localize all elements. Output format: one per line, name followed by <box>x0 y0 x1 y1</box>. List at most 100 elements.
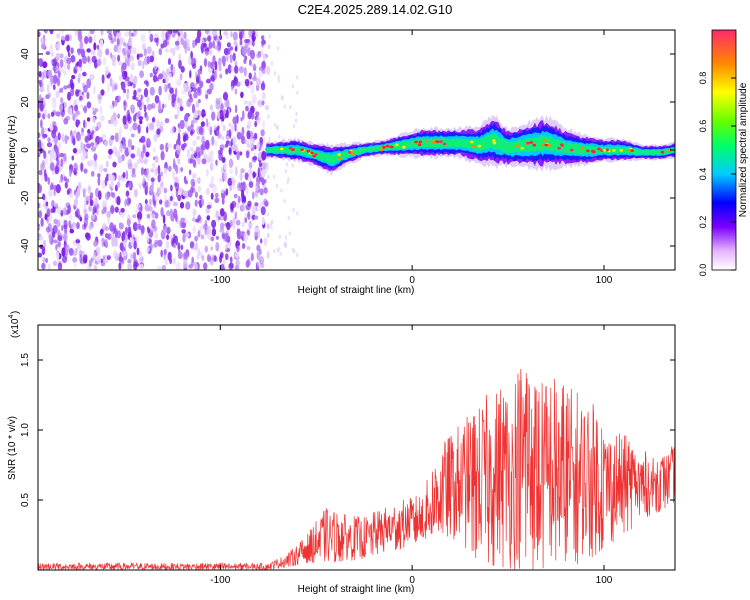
noise-speck <box>56 251 60 261</box>
noise-speck <box>201 113 205 118</box>
noise-speck <box>84 232 90 239</box>
noise-speck <box>137 225 143 230</box>
noise-speck <box>79 40 84 50</box>
noise-speck <box>38 152 41 158</box>
noise-speck <box>46 217 50 224</box>
noise-speck <box>246 130 251 140</box>
noise-speck <box>166 83 170 90</box>
noise-speck <box>57 262 63 270</box>
noise-speck <box>186 149 191 158</box>
noise-speck <box>53 239 58 244</box>
noise-speck <box>57 141 62 149</box>
noise-speck <box>44 30 48 35</box>
signal-hotspot <box>288 146 293 150</box>
noise-speck <box>254 202 259 207</box>
noise-speck <box>44 168 47 178</box>
noise-speck <box>244 78 250 87</box>
noise-speck <box>124 31 130 37</box>
noise-speck <box>218 215 221 221</box>
snr-xtick-label: 0 <box>409 575 415 586</box>
noise-speck <box>261 35 265 41</box>
noise-speck <box>270 225 273 230</box>
noise-speck <box>225 253 229 261</box>
snr-series <box>38 368 675 570</box>
noise-speck <box>241 126 245 136</box>
spectrogram-ylabel: Frequency (Hz) <box>7 116 18 185</box>
noise-speck <box>206 215 211 221</box>
noise-speck <box>73 130 77 136</box>
noise-speck <box>192 225 197 234</box>
noise-speck <box>146 213 151 219</box>
noise-speck <box>234 46 238 52</box>
noise-speck <box>122 172 126 179</box>
noise-speck <box>166 226 171 235</box>
noise-speck <box>40 71 45 81</box>
noise-speck <box>143 48 147 57</box>
noise-speck <box>184 219 189 224</box>
noise-speck <box>160 150 165 161</box>
noise-speck <box>252 191 255 200</box>
noise-speck <box>252 76 257 82</box>
noise-speck <box>234 252 240 259</box>
noise-speck <box>252 63 257 69</box>
noise-speck <box>49 234 52 245</box>
noise-speck <box>38 225 41 230</box>
noise-speck <box>248 161 253 169</box>
noise-speck <box>131 55 135 61</box>
noise-speck <box>91 55 97 64</box>
noise-speck <box>38 210 43 219</box>
noise-speck <box>172 201 178 207</box>
noise-speck <box>59 179 62 184</box>
signal-hotspot <box>543 139 547 143</box>
noise-speck <box>197 68 203 75</box>
noise-speck <box>45 51 51 56</box>
noise-speck <box>201 255 205 261</box>
noise-speck <box>107 216 111 225</box>
noise-speck <box>219 73 223 79</box>
noise-speck <box>122 50 127 56</box>
signal-hotspot <box>417 143 422 147</box>
noise-speck <box>134 262 140 268</box>
signal-hotspot <box>557 146 561 150</box>
noise-speck <box>161 103 165 110</box>
noise-speck <box>219 208 225 217</box>
noise-speck <box>284 168 288 174</box>
noise-speck <box>218 109 224 120</box>
noise-speck <box>83 150 87 157</box>
noise-speck <box>294 118 298 123</box>
noise-speck <box>201 158 207 165</box>
noise-speck <box>142 184 147 190</box>
noise-speck <box>110 115 115 125</box>
noise-speck <box>196 254 200 260</box>
noise-speck <box>114 99 118 107</box>
noise-speck <box>108 173 112 181</box>
noise-speck <box>196 135 201 140</box>
noise-speck <box>222 62 226 67</box>
noise-speck <box>83 222 87 229</box>
noise-speck <box>249 59 252 66</box>
noise-speck <box>192 208 196 218</box>
noise-speck <box>61 256 68 264</box>
noise-speck <box>67 63 71 71</box>
noise-speck <box>211 136 215 146</box>
noise-speck <box>201 198 205 206</box>
noise-speck <box>102 222 106 228</box>
noise-speck <box>143 104 147 113</box>
noise-speck <box>184 180 188 185</box>
signal-hotspot <box>471 144 476 148</box>
noise-speck <box>241 221 245 227</box>
noise-speck <box>139 157 144 164</box>
colorbar: 0.0 0.2 0.4 0.6 0.8 Normalized spectral ampl… <box>698 29 749 276</box>
noise-speck <box>161 264 166 270</box>
noise-speck <box>42 193 46 201</box>
noise-speck <box>233 40 237 46</box>
noise-speck <box>118 37 124 46</box>
noise-speck <box>241 30 245 36</box>
signal-hotspot <box>560 144 565 147</box>
noise-speck <box>237 181 242 192</box>
signal-hotspot <box>347 150 352 154</box>
noise-speck <box>137 59 142 67</box>
noise-speck <box>135 203 141 209</box>
noise-speck <box>100 89 105 96</box>
spectrogram-xtick-label: 0 <box>409 275 415 286</box>
